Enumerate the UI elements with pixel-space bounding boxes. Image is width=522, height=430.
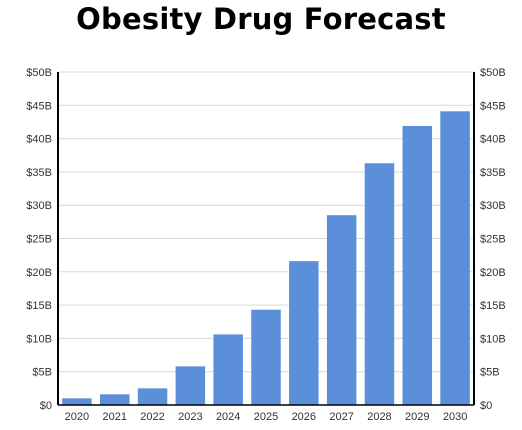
y-tick-label-left: $5B [32, 367, 52, 379]
y-tick-label-left: $30B [26, 200, 52, 212]
y-tick-label-right: $5B [480, 367, 500, 379]
bars [62, 111, 470, 405]
chart-title: Obesity Drug Forecast [76, 2, 446, 36]
x-tick-label: 2025 [254, 411, 278, 423]
y-tick-label-left: $20B [26, 267, 52, 279]
y-tick-label-left: $45B [26, 100, 52, 112]
right-axis: $0 $5B $10B $15B $20B $25B $30B $35B $40B $45B $50… [473, 67, 506, 412]
x-tick-label: 2027 [329, 411, 353, 423]
y-tick-label-left: $0 [40, 400, 52, 412]
y-tick-label-right: $20B [480, 267, 506, 279]
y-tick-label-right: $35B [480, 167, 506, 179]
y-tick-label-right: $10B [480, 333, 506, 345]
y-tick-label-right: $30B [480, 200, 506, 212]
x-tick-label: 2028 [367, 411, 391, 423]
left-axis: $0 $5B $10B $15B $20B $25B $30B $35B $40B $45B $50… [26, 67, 59, 412]
bar-2028 [364, 163, 395, 405]
bar-2020 [62, 398, 92, 405]
x-axis: 2020 2021 2022 2023 2024 2025 2026 2027 2028 2029… [58, 404, 474, 423]
bar-2027 [326, 215, 357, 405]
y-tick-label-left: $15B [26, 300, 52, 312]
y-tick-label-right: $50B [480, 67, 506, 79]
bar-2025 [251, 309, 281, 405]
x-tick-label: 2026 [292, 411, 316, 423]
x-tick-label: 2020 [65, 411, 89, 423]
bar-2026 [289, 261, 319, 405]
bar-2029 [402, 125, 433, 405]
bar-2024 [213, 334, 243, 405]
x-tick-label: 2029 [405, 411, 429, 423]
y-tick-label-right: $15B [480, 300, 506, 312]
x-tick-label: 2021 [102, 411, 126, 423]
y-tick-label-right: $0 [480, 400, 492, 412]
bar-2030 [440, 111, 470, 405]
y-tick-label-left: $50B [26, 67, 52, 79]
y-tick-label-left: $40B [26, 134, 52, 146]
bar-2023 [175, 366, 206, 405]
x-tick-label: 2030 [443, 411, 467, 423]
x-tick-label: 2022 [140, 411, 164, 423]
y-tick-label-left: $10B [26, 333, 52, 345]
y-tick-label-right: $40B [480, 134, 506, 146]
y-tick-label-right: $25B [480, 234, 506, 246]
y-tick-label-left: $25B [26, 234, 52, 246]
x-tick-label: 2023 [178, 411, 202, 423]
y-tick-label-left: $35B [26, 167, 52, 179]
bar-2021 [99, 394, 130, 405]
y-tick-label-right: $45B [480, 100, 506, 112]
x-tick-label: 2024 [216, 411, 240, 423]
bar-2022 [137, 388, 168, 405]
